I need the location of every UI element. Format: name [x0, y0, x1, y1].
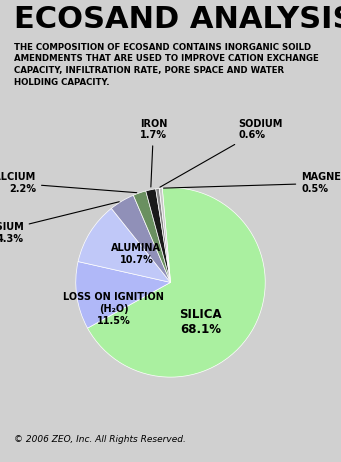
Wedge shape	[88, 188, 265, 377]
Wedge shape	[159, 188, 170, 282]
Text: © 2006 ZEO, Inc. All Rights Reserved.: © 2006 ZEO, Inc. All Rights Reserved.	[14, 435, 186, 444]
Text: SILICA
68.1%: SILICA 68.1%	[179, 308, 222, 336]
Text: MAGNESIUM
0.5%: MAGNESIUM 0.5%	[164, 172, 341, 194]
Text: SODIUM
0.6%: SODIUM 0.6%	[160, 119, 283, 187]
Wedge shape	[146, 189, 170, 282]
Wedge shape	[76, 261, 170, 328]
Text: LOSS ON IGNITION
(H₂O)
11.5%: LOSS ON IGNITION (H₂O) 11.5%	[63, 292, 164, 326]
Text: ALUMINA
10.7%: ALUMINA 10.7%	[112, 243, 161, 265]
Text: CALCIUM
2.2%: CALCIUM 2.2%	[0, 172, 137, 194]
Wedge shape	[78, 208, 170, 282]
Wedge shape	[112, 195, 170, 282]
Text: IRON
1.7%: IRON 1.7%	[140, 119, 167, 187]
Text: ECOSAND ANALYSIS: ECOSAND ANALYSIS	[14, 5, 341, 34]
Text: POTASSIUM
4.3%: POTASSIUM 4.3%	[0, 202, 119, 244]
Wedge shape	[156, 188, 170, 282]
Text: THE COMPOSITION OF ECOSAND CONTAINS INORGANIC SOILD
AMENDMENTS THAT ARE USED TO : THE COMPOSITION OF ECOSAND CONTAINS INOR…	[14, 43, 318, 87]
Wedge shape	[133, 191, 170, 282]
